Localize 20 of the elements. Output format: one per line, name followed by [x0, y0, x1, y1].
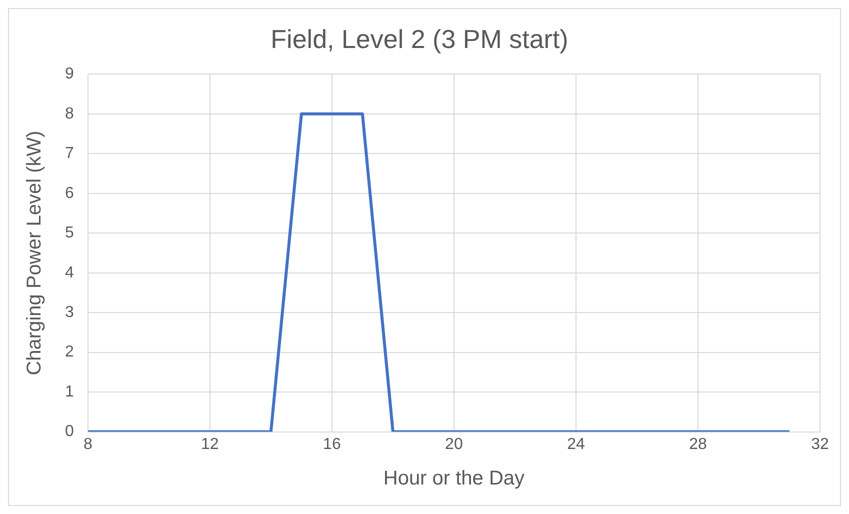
y-axis-title: Charging Power Level (kW) [24, 130, 46, 376]
y-tick-label: 6 [64, 184, 74, 202]
y-tick-label: 7 [64, 145, 74, 162]
x-tick-label: 32 [811, 436, 829, 453]
x-tick-label: 12 [201, 436, 219, 453]
y-tick-label: 2 [64, 344, 74, 361]
y-tick-label: 9 [64, 66, 74, 83]
x-tick-label: 20 [445, 436, 463, 453]
y-tick-label: 5 [64, 224, 74, 242]
x-axis-title: Hour or the Day [383, 468, 525, 490]
y-tick-label: 4 [64, 264, 74, 282]
chart-title: Field, Level 2 (3 PM start) [270, 24, 568, 54]
y-tick-label: 8 [64, 105, 74, 122]
y-tick-label: 3 [64, 304, 74, 322]
x-tick-label: 28 [689, 436, 707, 453]
x-tick-label: 24 [567, 436, 585, 453]
x-tick-label: 8 [83, 436, 92, 453]
y-tick-label: 1 [64, 383, 74, 400]
x-tick-label: 16 [323, 436, 341, 453]
y-tick-label: 0 [64, 423, 74, 440]
